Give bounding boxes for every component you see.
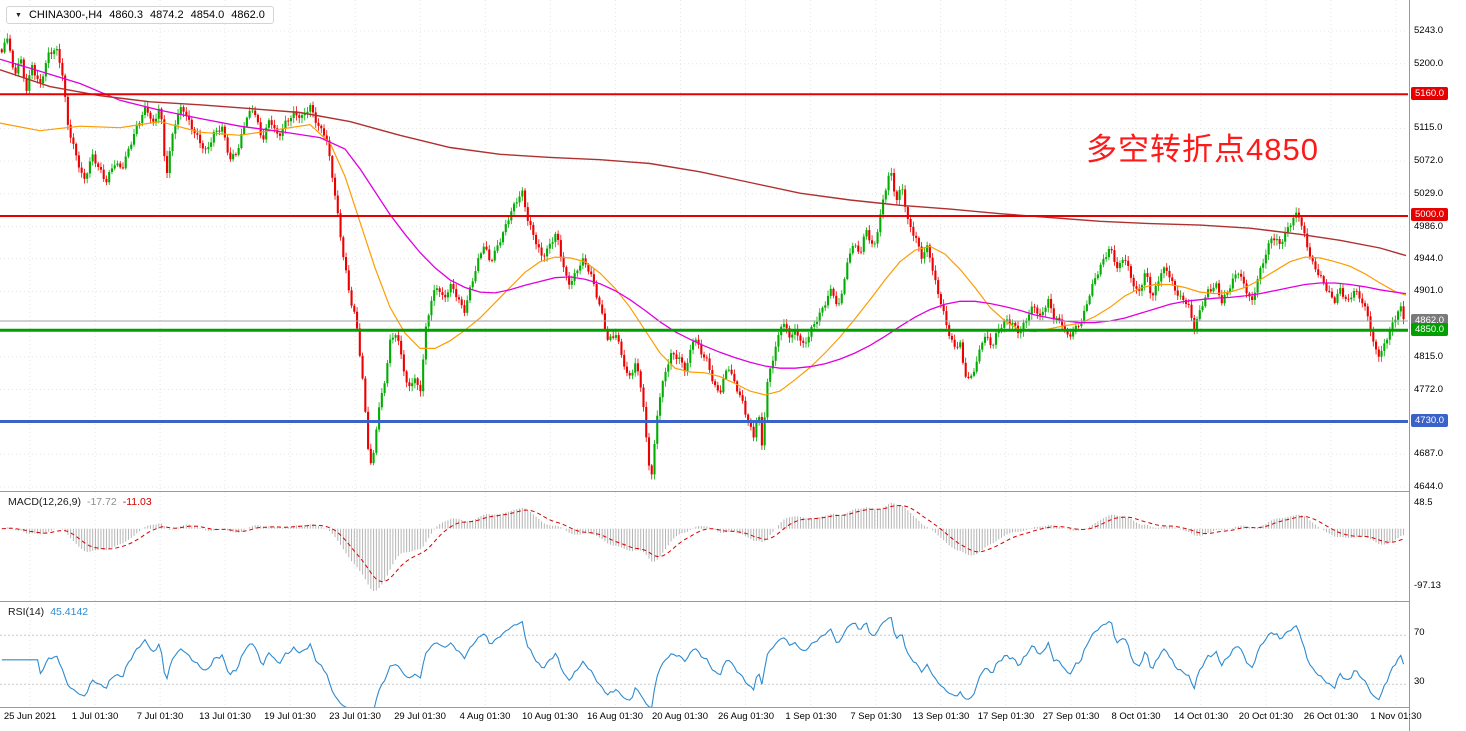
time-axis-label: 17 Sep 01:30 bbox=[977, 711, 1035, 722]
symbol-timeframe: CHINA300-,H4 bbox=[28, 9, 103, 21]
price-axis-label: 5243.0 bbox=[1414, 25, 1444, 36]
time-axis-label: 26 Oct 01:30 bbox=[1303, 711, 1359, 722]
rsi-indicator-label: RSI(14) 45.4142 bbox=[8, 606, 88, 618]
time-axis-label: 25 Jun 2021 bbox=[3, 711, 57, 722]
price-axis-label: 4815.0 bbox=[1414, 351, 1444, 362]
time-axis-label: 7 Jul 01:30 bbox=[136, 711, 184, 722]
open-value: 4860.3 bbox=[109, 9, 143, 21]
macd-name: MACD(12,26,9) bbox=[8, 496, 81, 508]
rsi-value: 45.4142 bbox=[50, 606, 89, 618]
price-axis-badge: 5160.0 bbox=[1411, 87, 1449, 100]
rsi-layer bbox=[0, 616, 1408, 707]
close-value: 4862.0 bbox=[231, 9, 265, 21]
macd-layer bbox=[1, 503, 1405, 591]
time-axis-label: 7 Sep 01:30 bbox=[850, 711, 902, 722]
rsi-line bbox=[1, 616, 1405, 707]
price-axis[interactable]: 48.5 -97.13 70 30 5243.0 5200.0 5115.0 5072… bbox=[1410, 0, 1466, 731]
time-axis-label: 13 Jul 01:30 bbox=[199, 711, 251, 722]
grid-layer bbox=[0, 0, 1408, 707]
low-value: 4854.0 bbox=[190, 9, 225, 21]
time-axis-label: 8 Oct 01:30 bbox=[1111, 711, 1161, 722]
rsi-axis-level-30: 30 bbox=[1414, 676, 1425, 687]
ma-line-slow bbox=[0, 69, 1407, 257]
time-axis-label: 19 Jul 01:30 bbox=[264, 711, 316, 722]
symbol-ohlc-info[interactable]: ▼ CHINA300-,H4 4860.3 4874.2 4854.0 4862… bbox=[6, 6, 274, 24]
macd-axis-max: 48.5 bbox=[1414, 497, 1433, 508]
time-axis-label: 23 Jul 01:30 bbox=[329, 711, 381, 722]
time-axis-label: 29 Jul 01:30 bbox=[394, 711, 446, 722]
price-axis-label: 4986.0 bbox=[1414, 221, 1444, 232]
price-axis-label: 4687.0 bbox=[1414, 448, 1444, 459]
price-axis-badge: 4850.0 bbox=[1411, 323, 1449, 336]
time-axis-label: 14 Oct 01:30 bbox=[1173, 711, 1229, 722]
macd-axis-min: -97.13 bbox=[1414, 580, 1441, 591]
symbol-dropdown-icon[interactable]: ▼ bbox=[15, 11, 22, 19]
time-axis-label: 4 Aug 01:30 bbox=[459, 711, 511, 722]
annotation-text: 多空转折点4850 bbox=[1086, 132, 1319, 167]
time-axis-label: 1 Nov 01:30 bbox=[1370, 711, 1422, 722]
time-axis-label: 20 Oct 01:30 bbox=[1238, 711, 1294, 722]
price-axis-label: 5029.0 bbox=[1414, 188, 1444, 199]
time-axis-label: 20 Aug 01:30 bbox=[652, 711, 708, 722]
time-axis-label: 13 Sep 01:30 bbox=[912, 711, 970, 722]
time-axis-label: 26 Aug 01:30 bbox=[718, 711, 774, 722]
price-axis-label: 4772.0 bbox=[1414, 384, 1444, 395]
ma-line-medium bbox=[0, 58, 1407, 369]
time-axis-label: 27 Sep 01:30 bbox=[1042, 711, 1100, 722]
time-axis-label: 1 Jul 01:30 bbox=[71, 711, 119, 722]
rsi-name: RSI(14) bbox=[8, 606, 45, 618]
macd-main-value: -17.72 bbox=[86, 496, 117, 508]
macd-signal-line bbox=[1, 505, 1404, 583]
candles-layer bbox=[0, 33, 1405, 480]
time-axis-label: 16 Aug 01:30 bbox=[587, 711, 643, 722]
time-axis[interactable]: 25 Jun 2021 1 Jul 01:30 7 Jul 01:30 13 Jul … bbox=[0, 708, 1422, 731]
price-axis-label: 5200.0 bbox=[1414, 58, 1444, 69]
price-axis-label: 4644.0 bbox=[1414, 481, 1444, 492]
price-axis-label: 5115.0 bbox=[1414, 122, 1443, 133]
high-value: 4874.2 bbox=[149, 9, 184, 21]
price-axis-label: 4901.0 bbox=[1414, 285, 1444, 296]
macd-signal-value: -11.03 bbox=[122, 496, 152, 508]
time-axis-label: 10 Aug 01:30 bbox=[522, 711, 578, 722]
ma-line-fast bbox=[0, 120, 1407, 396]
macd-indicator-label: MACD(12,26,9) -17.72 -11.03 bbox=[8, 496, 152, 508]
rsi-axis-level-70: 70 bbox=[1414, 627, 1425, 638]
time-axis-label: 1 Sep 01:30 bbox=[785, 711, 837, 722]
price-axis-badge: 4730.0 bbox=[1411, 414, 1449, 427]
price-axis-label: 5072.0 bbox=[1414, 155, 1444, 166]
price-axis-label: 4944.0 bbox=[1414, 253, 1444, 264]
price-axis-badge: 5000.0 bbox=[1411, 208, 1449, 221]
